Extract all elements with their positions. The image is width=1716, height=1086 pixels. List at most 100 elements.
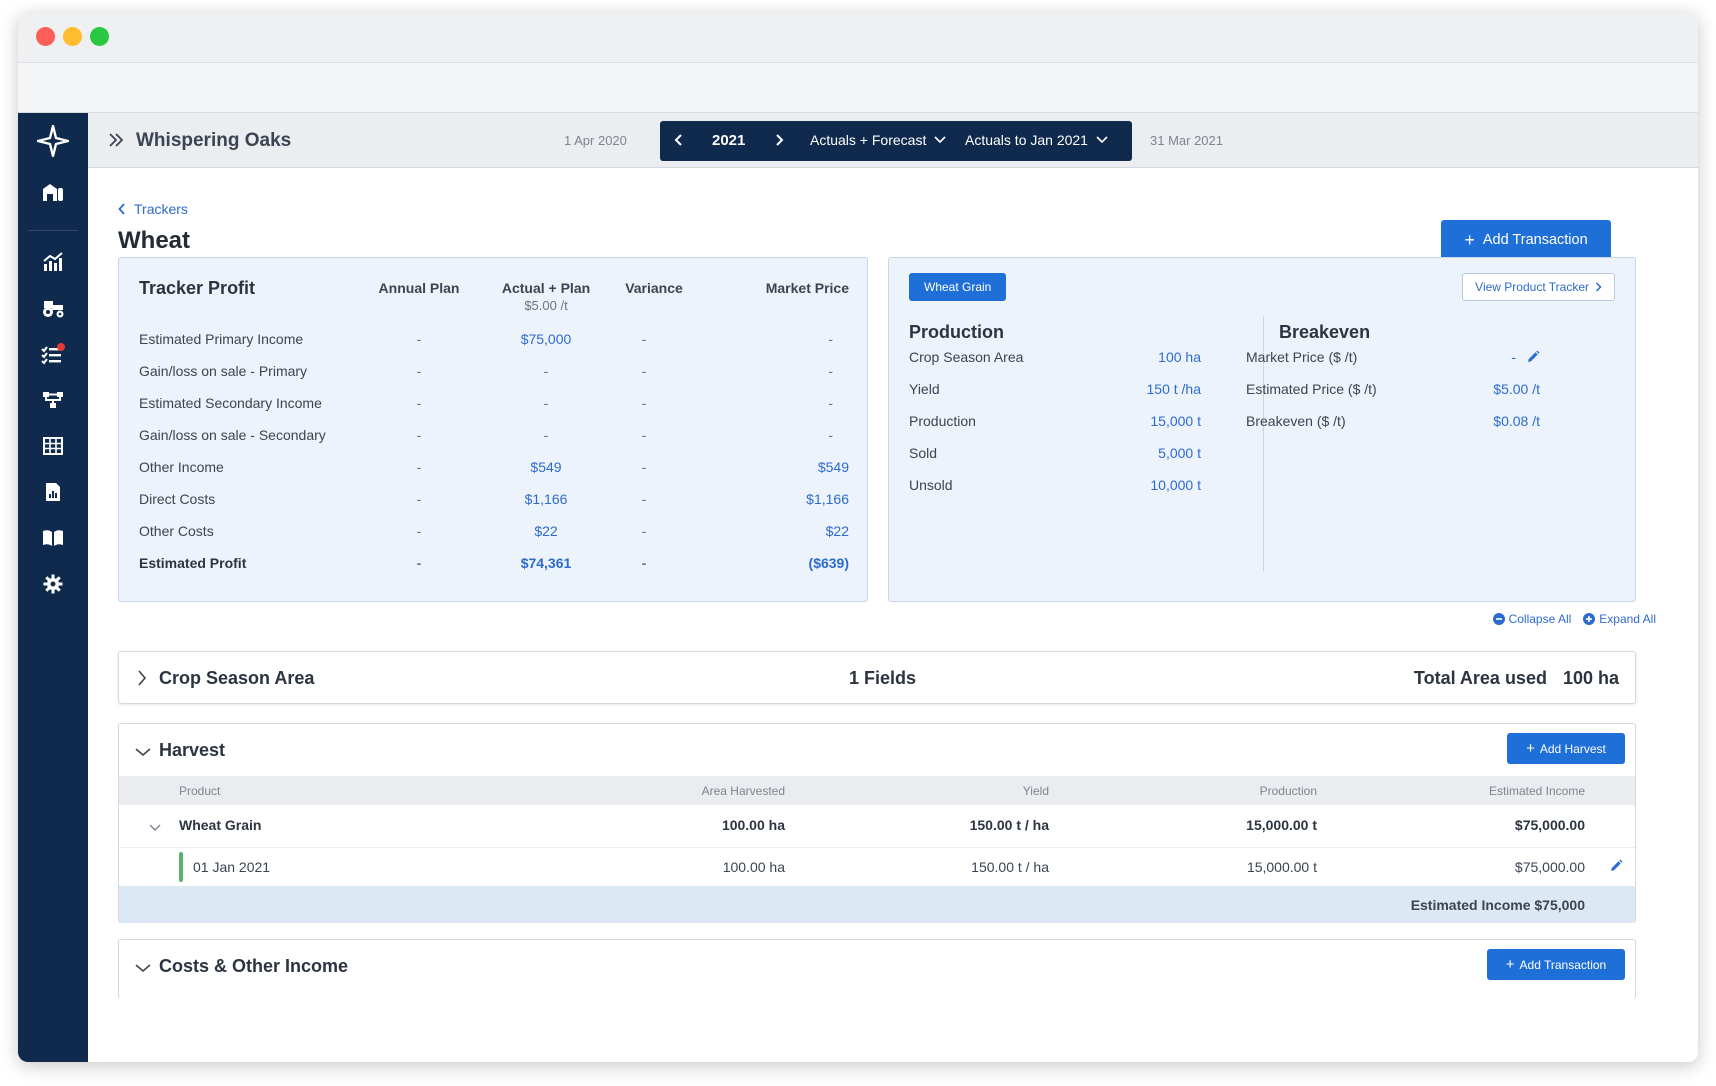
- pencil-icon[interactable]: [1526, 350, 1540, 367]
- add-cost-transaction-button[interactable]: + Add Transaction: [1487, 949, 1625, 980]
- col-yield: Yield: [1022, 784, 1049, 798]
- group-yield: 150.00 t / ha: [969, 817, 1049, 833]
- row-market-price: $22: [825, 523, 849, 539]
- breakeven-value: -: [1511, 349, 1516, 365]
- row-market-price: $1,166: [806, 491, 849, 507]
- row-actual-plan: $74,361: [520, 555, 572, 571]
- row-label: Other Income: [139, 459, 224, 475]
- period-end-date: 31 Mar 2021: [1150, 133, 1223, 148]
- harvest-entry-row[interactable]: 01 Jan 2021 100.00 ha 150.00 t / ha 15,0…: [119, 847, 1635, 886]
- table-icon[interactable]: [18, 431, 88, 461]
- pencil-icon[interactable]: [1609, 859, 1623, 876]
- chevron-right-icon[interactable]: [137, 670, 147, 691]
- tracker-profit-row: Estimated Primary Income - $75,000 - -: [119, 323, 867, 355]
- tracker-profit-card: Tracker Profit Annual Plan Actual + Plan…: [118, 257, 868, 602]
- next-year-button[interactable]: [774, 134, 784, 146]
- row-label: Gain/loss on sale - Secondary: [139, 427, 326, 443]
- minimize-window-button[interactable]: [63, 27, 82, 46]
- col-variance: Variance: [625, 280, 683, 296]
- tracker-profit-row: Direct Costs - $1,166 - $1,166: [119, 483, 867, 515]
- row-label: Other Costs: [139, 523, 214, 539]
- expand-all-button[interactable]: Expand All: [1583, 612, 1656, 626]
- group-income: $75,000.00: [1514, 817, 1585, 833]
- analytics-icon[interactable]: [18, 247, 88, 277]
- row-annual-plan: -: [416, 491, 422, 507]
- expand-sidebar-icon[interactable]: [108, 132, 124, 153]
- entry-income: $75,000.00: [1514, 859, 1585, 875]
- section-divider: [1263, 316, 1264, 571]
- row-variance: -: [641, 491, 647, 507]
- breakeven-row: Estimated Price ($ /t) $5.00 /t: [1246, 381, 1540, 401]
- add-harvest-button[interactable]: + Add Harvest: [1507, 733, 1625, 764]
- chevron-down-icon[interactable]: [135, 744, 151, 762]
- logo-icon[interactable]: [18, 123, 88, 159]
- tracker-profit-title: Tracker Profit: [139, 278, 256, 298]
- row-market-price: -: [828, 427, 833, 443]
- chevron-down-icon[interactable]: [149, 819, 161, 835]
- main-content: Whispering Oaks 1 Apr 2020 2021 Actuals …: [88, 113, 1698, 1062]
- view-product-tracker-label: View Product Tracker: [1475, 280, 1589, 294]
- year-label: 2021: [712, 132, 746, 149]
- workflow-icon[interactable]: [18, 385, 88, 415]
- sidebar: [18, 113, 88, 1062]
- product-chip[interactable]: Wheat Grain: [909, 273, 1007, 301]
- row-market-price: -: [828, 363, 833, 379]
- plus-icon: +: [1464, 230, 1475, 250]
- view-mode-dropdown[interactable]: Actuals + Forecast: [810, 132, 946, 148]
- tractor-icon[interactable]: [18, 293, 88, 323]
- breadcrumb-trackers[interactable]: Trackers: [118, 201, 188, 217]
- production-row: Production 15,000 t: [909, 413, 1201, 433]
- book-icon[interactable]: [18, 523, 88, 553]
- col-estimated-income: Estimated Income: [1488, 784, 1585, 798]
- sidebar-divider: [28, 230, 78, 231]
- add-transaction-button[interactable]: + Add Transaction: [1441, 220, 1611, 260]
- farm-name[interactable]: Whispering Oaks: [136, 130, 292, 151]
- gear-icon[interactable]: [18, 569, 88, 599]
- row-label: Estimated Primary Income: [139, 331, 304, 347]
- harvest-group-row[interactable]: Wheat Grain 100.00 ha 150.00 t / ha 15,0…: [119, 805, 1635, 847]
- maximize-window-button[interactable]: [90, 27, 109, 46]
- tracker-profit-row: Gain/loss on sale - Secondary - - - -: [119, 419, 867, 451]
- harvest-footer: Estimated Income $75,000: [119, 886, 1635, 923]
- breakeven-label: Market Price ($ /t): [1246, 349, 1358, 365]
- production-row: Crop Season Area 100 ha: [909, 349, 1201, 369]
- harvest-total: Estimated Income $75,000: [1410, 897, 1585, 913]
- crop-season-area-panel[interactable]: Crop Season Area 1 Fields Total Area use…: [118, 651, 1636, 704]
- row-annual-plan: -: [416, 427, 422, 443]
- row-variance: -: [641, 427, 647, 443]
- chevron-right-icon: [776, 134, 784, 146]
- costs-title: Costs & Other Income: [159, 956, 349, 976]
- collapse-all-button[interactable]: Collapse All: [1492, 612, 1571, 626]
- breakeven-label: Breakeven ($ /t): [1246, 413, 1346, 429]
- chevron-right-icon: [1595, 282, 1602, 292]
- status-bar: [179, 852, 183, 882]
- row-annual-plan: -: [416, 395, 422, 411]
- expand-all-label: Expand All: [1599, 612, 1656, 626]
- entry-date: 01 Jan 2021: [193, 859, 271, 875]
- farm-icon[interactable]: [18, 177, 88, 207]
- production-label: Crop Season Area: [909, 349, 1024, 365]
- row-variance: -: [641, 363, 647, 379]
- row-label: Estimated Secondary Income: [139, 395, 322, 411]
- chevron-left-icon: [674, 134, 682, 146]
- row-annual-plan: -: [416, 459, 422, 475]
- chevron-down-icon: [934, 136, 946, 144]
- actual-plan-subtitle: $5.00 /t: [524, 298, 568, 313]
- close-window-button[interactable]: [36, 27, 55, 46]
- production-value: 10,000 t: [1150, 477, 1201, 493]
- total-area: Total Area used 100 ha: [1414, 668, 1619, 689]
- tracker-profit-row: Estimated Secondary Income - - - -: [119, 387, 867, 419]
- actuals-to-dropdown[interactable]: Actuals to Jan 2021: [965, 132, 1108, 148]
- previous-year-button[interactable]: [674, 134, 684, 146]
- chevron-down-icon[interactable]: [135, 960, 151, 978]
- tasks-icon[interactable]: [18, 339, 88, 369]
- group-product: Wheat Grain: [179, 817, 262, 833]
- report-icon[interactable]: [18, 477, 88, 507]
- total-area-label: Total Area used: [1413, 668, 1547, 688]
- harvest-table-header: Product Area Harvested Yield Production …: [119, 776, 1635, 805]
- production-label: Sold: [909, 445, 938, 461]
- col-product: Product: [179, 784, 221, 798]
- app-window: Whispering Oaks 1 Apr 2020 2021 Actuals …: [18, 12, 1698, 1062]
- breakeven-value: $0.08 /t: [1493, 413, 1540, 429]
- view-product-tracker-button[interactable]: View Product Tracker: [1462, 273, 1615, 301]
